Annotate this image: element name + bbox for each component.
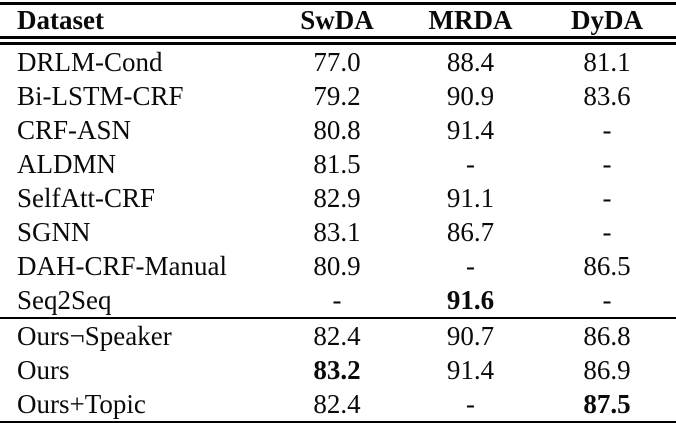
cell-mrda: 91.6 (446, 284, 495, 315)
table-row: Ours+Topic 82.4 - 87.5 (0, 387, 676, 423)
table-row: DAH-CRF-Manual 80.9 - 86.5 (0, 249, 676, 283)
table-row: Seq2Seq - 91.6 - (0, 283, 676, 318)
baseline-rows-group: DRLM-Cond 77.0 88.4 81.1 Bi-LSTM-CRF 79.… (0, 41, 676, 319)
cell-swda: 83.1 (313, 216, 361, 247)
cell-mrda: 86.7 (446, 216, 495, 247)
column-header-dataset: Dataset (0, 3, 271, 45)
column-header-dyda: DyDA (538, 3, 676, 45)
cell-swda: - (332, 284, 342, 315)
cell-dyda: 86.9 (583, 354, 631, 385)
cell-swda: 82.4 (271, 317, 403, 353)
table-header: Dataset SwDA MRDA DyDA (0, 3, 676, 45)
cell-mrda: - (466, 388, 475, 419)
table-row: Bi-LSTM-CRF 79.2 90.9 83.6 (0, 79, 676, 113)
cell-dyda: 81.1 (583, 46, 631, 77)
cell-mrda: 88.4 (446, 46, 495, 77)
cell-mrda: - (466, 250, 475, 281)
header-row: Dataset SwDA MRDA DyDA (0, 3, 676, 45)
cell-dyda: 86.8 (538, 317, 676, 353)
cell-swda: 80.8 (313, 114, 361, 145)
table-row: CRF-ASN 80.8 91.4 - (0, 113, 676, 147)
cell-swda: 83.2 (313, 354, 361, 385)
cell-dataset: Ours¬Speaker (0, 317, 271, 353)
cell-dyda: 87.5 (583, 388, 631, 419)
cell-swda: 82.4 (313, 388, 361, 419)
cell-dataset: Ours (17, 354, 70, 385)
cell-dyda: - (602, 148, 612, 179)
table-row: ALDMN 81.5 - - (0, 147, 676, 181)
cell-dataset: Bi-LSTM-CRF (17, 80, 184, 111)
cell-dyda: - (602, 182, 612, 213)
cell-dataset: SelfAtt-CRF (17, 182, 156, 213)
cell-mrda: 91.4 (446, 354, 495, 385)
table-row: Ours¬Speaker 82.4 90.7 86.8 (0, 317, 676, 353)
table-row: SGNN 83.1 86.7 - (0, 215, 676, 249)
cell-mrda: 91.1 (446, 182, 495, 213)
cell-swda: 82.9 (313, 182, 361, 213)
cell-dataset: Seq2Seq (17, 284, 112, 315)
cell-mrda: - (466, 148, 475, 179)
cell-dyda: - (602, 284, 612, 315)
cell-swda: 80.9 (313, 250, 361, 281)
cell-dataset: SGNN (17, 216, 91, 247)
cell-dataset: ALDMN (17, 148, 116, 179)
table-row: DRLM-Cond 77.0 88.4 81.1 (0, 41, 676, 80)
cell-dataset: Ours+Topic (17, 388, 146, 419)
table-row: SelfAtt-CRF 82.9 91.1 - (0, 181, 676, 215)
cell-swda: 77.0 (313, 46, 361, 77)
cell-dataset: DRLM-Cond (17, 46, 163, 77)
cell-dyda: 83.6 (583, 80, 631, 111)
cell-mrda: 90.9 (446, 80, 495, 111)
cell-swda: 79.2 (313, 80, 361, 111)
column-header-swda: SwDA (271, 3, 403, 45)
cell-dyda: 86.5 (583, 250, 631, 281)
cell-dyda: - (602, 216, 612, 247)
cell-swda: 81.5 (313, 148, 361, 179)
cell-dataset: DAH-CRF-Manual (17, 250, 227, 281)
table-row: Ours 83.2 91.4 86.9 (0, 353, 676, 387)
cell-dataset: CRF-ASN (17, 114, 132, 145)
cell-mrda: 91.4 (446, 114, 495, 145)
column-header-mrda: MRDA (403, 3, 538, 45)
cell-mrda: 90.7 (403, 317, 538, 353)
cell-dyda: - (602, 114, 612, 145)
ours-rows-group: Ours¬Speaker 82.4 90.7 86.8 Ours 83.2 91… (0, 317, 676, 423)
